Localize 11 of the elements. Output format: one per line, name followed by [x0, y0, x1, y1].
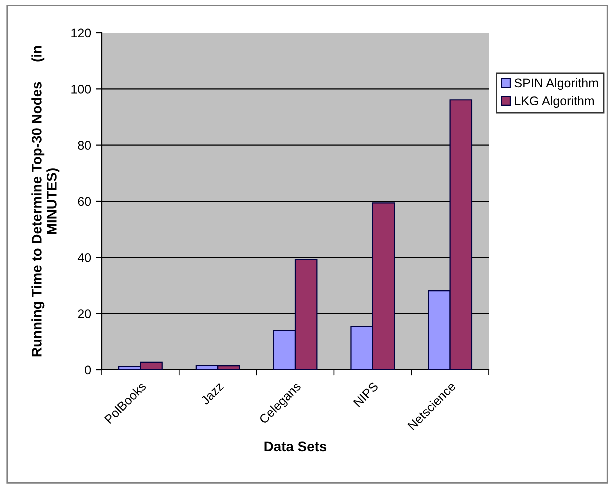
y-tick-label: 80	[78, 141, 92, 150]
y-tick-label: 40	[78, 253, 92, 262]
legend-label: LKG Algorithm	[515, 96, 594, 108]
x-axis-title: Data Sets	[264, 442, 327, 452]
y-tick-label: 0	[85, 366, 92, 375]
y-tick-label: 120	[72, 28, 92, 38]
y-tick-label: 60	[78, 197, 92, 206]
y-tick-label: 100	[72, 84, 92, 94]
legend-label: SPIN Algorithm	[514, 78, 598, 90]
y-tick-label: 20	[78, 310, 92, 318]
y-axis-title: Running Time to Determine Top-30 Nodes (in MINUTES)	[32, 46, 60, 357]
